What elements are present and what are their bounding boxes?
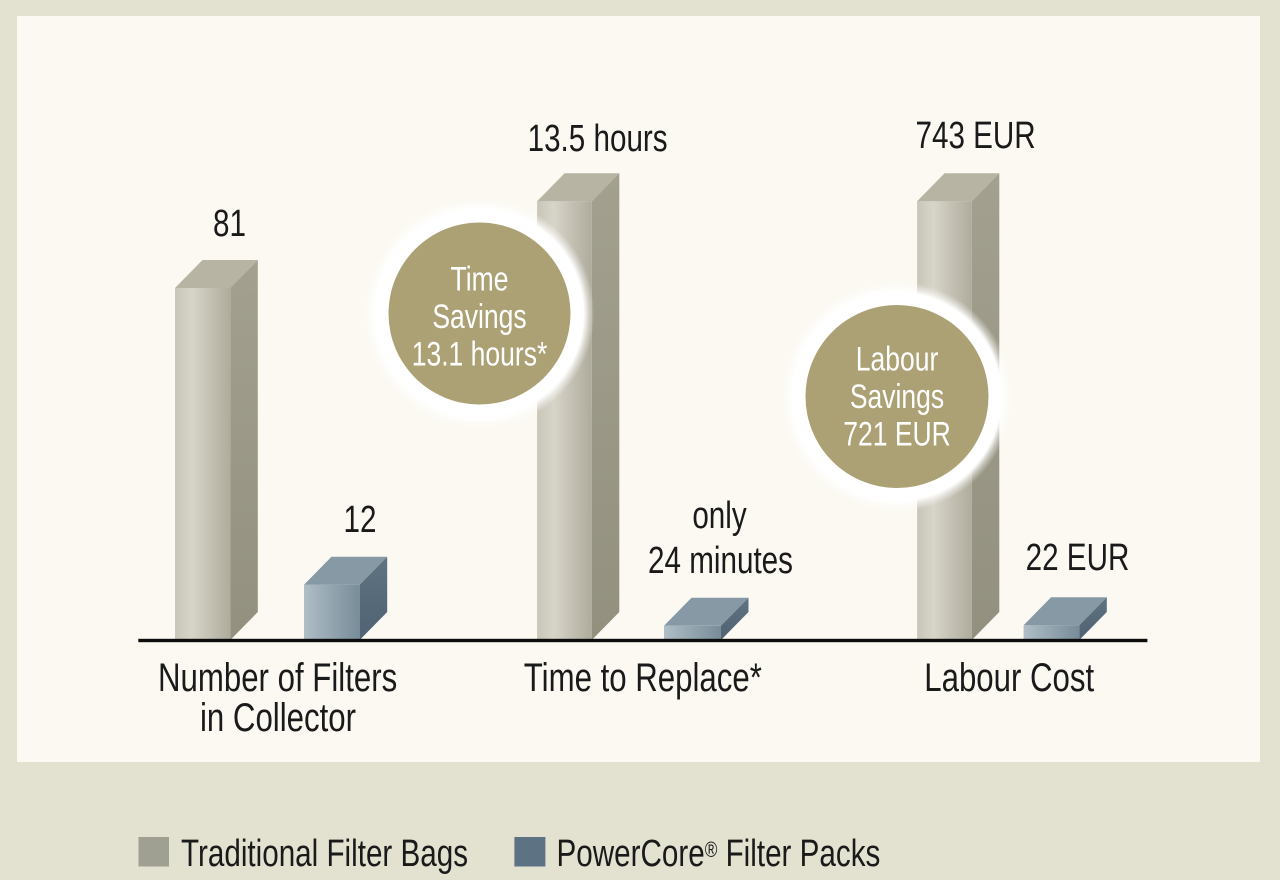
svg-text:Labour Cost: Labour Cost — [924, 655, 1094, 700]
svg-text:81: 81 — [213, 203, 246, 245]
svg-text:Savings: Savings — [850, 378, 944, 416]
svg-text:13.5 hours: 13.5 hours — [528, 118, 668, 160]
svg-text:PowerCore® Filter Packs: PowerCore® Filter Packs — [557, 833, 881, 875]
svg-text:24 minutes: 24 minutes — [648, 540, 793, 582]
svg-text:Time to Replace*: Time to Replace* — [524, 655, 762, 700]
svg-text:743 EUR: 743 EUR — [915, 115, 1035, 157]
svg-text:Traditional Filter Bags: Traditional Filter Bags — [181, 833, 468, 875]
svg-text:22 EUR: 22 EUR — [1026, 537, 1130, 579]
svg-text:Number of Filters: Number of Filters — [158, 655, 397, 700]
svg-text:in Collector: in Collector — [200, 695, 356, 740]
svg-text:12: 12 — [344, 499, 377, 541]
svg-text:only: only — [692, 495, 746, 537]
svg-text:721 EUR: 721 EUR — [843, 415, 951, 453]
svg-text:13.1 hours*: 13.1 hours* — [412, 335, 548, 373]
svg-text:Labour: Labour — [856, 340, 939, 378]
svg-text:Savings: Savings — [432, 298, 526, 336]
svg-text:Time: Time — [451, 260, 509, 298]
